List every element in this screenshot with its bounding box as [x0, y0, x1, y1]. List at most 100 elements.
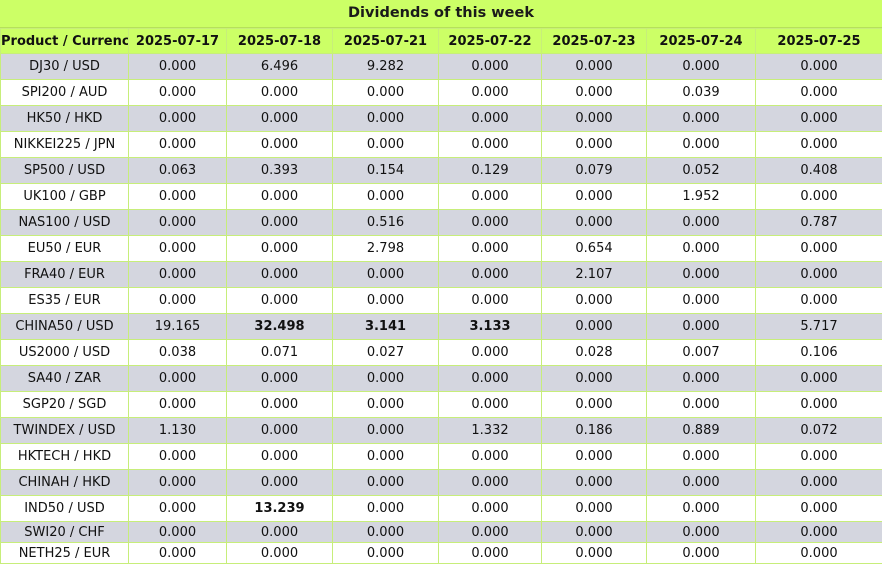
product-cell: SWI20 / CHF	[1, 522, 129, 543]
dividend-cell: 0.000	[333, 106, 439, 132]
dividend-cell: 19.165	[129, 314, 227, 340]
dividend-cell: 0.000	[439, 236, 542, 262]
dividend-cell: 0.000	[756, 366, 882, 392]
dividend-cell: 9.282	[333, 54, 439, 80]
dividend-cell: 0.000	[439, 543, 542, 564]
dividend-cell: 0.028	[542, 340, 647, 366]
header-date: 2025-07-24	[647, 29, 756, 54]
dividend-cell: 0.000	[542, 366, 647, 392]
dividends-table: Product / Currency 2025-07-17 2025-07-18…	[0, 28, 882, 564]
dividend-cell: 0.000	[333, 288, 439, 314]
dividend-cell: 0.000	[756, 54, 882, 80]
dividend-cell: 0.000	[647, 543, 756, 564]
product-cell: CHINA50 / USD	[1, 314, 129, 340]
dividend-cell: 0.000	[647, 236, 756, 262]
product-cell: HKTECH / HKD	[1, 444, 129, 470]
dividend-cell: 0.000	[333, 444, 439, 470]
dividend-cell: 1.130	[129, 418, 227, 444]
dividend-cell: 32.498	[227, 314, 333, 340]
dividend-cell: 0.000	[542, 543, 647, 564]
dividend-cell: 0.000	[647, 444, 756, 470]
dividend-cell: 0.000	[647, 210, 756, 236]
product-cell: SGP20 / SGD	[1, 392, 129, 418]
product-cell: HK50 / HKD	[1, 106, 129, 132]
dividend-cell: 0.000	[227, 366, 333, 392]
dividend-cell: 0.000	[227, 184, 333, 210]
product-cell: ES35 / EUR	[1, 288, 129, 314]
dividend-cell: 0.129	[439, 158, 542, 184]
dividend-cell: 0.787	[756, 210, 882, 236]
dividend-cell: 0.000	[439, 522, 542, 543]
dividend-cell: 0.000	[647, 106, 756, 132]
dividend-cell: 0.000	[439, 184, 542, 210]
dividend-cell: 0.000	[129, 106, 227, 132]
dividend-cell: 6.496	[227, 54, 333, 80]
dividend-cell: 0.000	[439, 262, 542, 288]
dividend-cell: 0.000	[129, 496, 227, 522]
dividend-cell: 3.141	[333, 314, 439, 340]
dividend-cell: 0.039	[647, 80, 756, 106]
product-cell: NIKKEI225 / JPN	[1, 132, 129, 158]
dividend-cell: 0.000	[647, 522, 756, 543]
dividend-cell: 0.038	[129, 340, 227, 366]
dividend-cell: 0.000	[227, 262, 333, 288]
dividend-cell: 0.000	[129, 210, 227, 236]
dividend-cell: 2.107	[542, 262, 647, 288]
product-cell: DJ30 / USD	[1, 54, 129, 80]
header-date: 2025-07-18	[227, 29, 333, 54]
dividend-cell: 0.000	[227, 543, 333, 564]
product-cell: IND50 / USD	[1, 496, 129, 522]
dividend-cell: 0.000	[542, 496, 647, 522]
dividend-cell: 0.052	[647, 158, 756, 184]
dividend-cell: 0.000	[227, 80, 333, 106]
dividend-cell: 0.186	[542, 418, 647, 444]
dividend-cell: 3.133	[439, 314, 542, 340]
dividend-cell: 0.000	[227, 418, 333, 444]
dividend-cell: 0.000	[129, 132, 227, 158]
dividend-cell: 0.000	[542, 288, 647, 314]
dividend-cell: 0.000	[542, 80, 647, 106]
dividend-cell: 0.393	[227, 158, 333, 184]
dividend-cell: 0.000	[756, 132, 882, 158]
dividend-cell: 0.000	[542, 470, 647, 496]
dividend-cell: 0.000	[129, 54, 227, 80]
dividend-cell: 0.000	[129, 262, 227, 288]
product-cell: SP500 / USD	[1, 158, 129, 184]
table-title: Dividends of this week	[0, 0, 882, 28]
product-cell: CHINAH / HKD	[1, 470, 129, 496]
dividend-cell: 0.000	[439, 444, 542, 470]
dividend-cell: 0.000	[542, 184, 647, 210]
dividend-cell: 0.000	[542, 210, 647, 236]
dividend-cell: 0.000	[647, 262, 756, 288]
dividend-cell: 0.000	[227, 444, 333, 470]
product-cell: TWINDEX / USD	[1, 418, 129, 444]
dividend-cell: 0.000	[542, 392, 647, 418]
dividend-cell: 0.000	[542, 444, 647, 470]
dividend-cell: 0.516	[333, 210, 439, 236]
dividend-cell: 0.000	[129, 543, 227, 564]
header-date: 2025-07-22	[439, 29, 542, 54]
dividend-cell: 0.000	[756, 288, 882, 314]
dividend-cell: 0.000	[439, 288, 542, 314]
dividend-cell: 0.000	[756, 392, 882, 418]
header-date: 2025-07-17	[129, 29, 227, 54]
header-date: 2025-07-23	[542, 29, 647, 54]
dividend-cell: 0.071	[227, 340, 333, 366]
dividend-cell: 0.000	[756, 262, 882, 288]
dividend-cell: 2.798	[333, 236, 439, 262]
dividend-cell: 0.000	[542, 54, 647, 80]
dividend-cell: 0.000	[439, 132, 542, 158]
dividend-cell: 0.000	[542, 132, 647, 158]
dividend-cell: 0.000	[647, 366, 756, 392]
dividend-cell: 0.027	[333, 340, 439, 366]
